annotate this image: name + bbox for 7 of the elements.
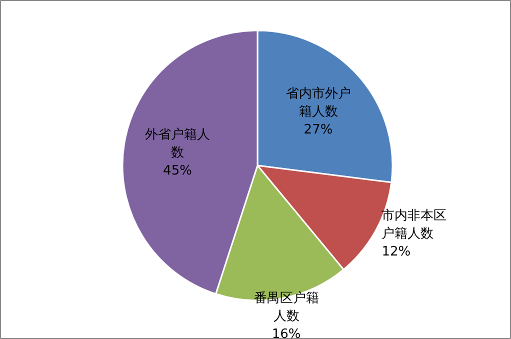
data-label: 45%	[163, 163, 192, 178]
slice-label: 市内非本区户籍人数	[382, 208, 447, 242]
data-label: 16%	[272, 327, 301, 339]
slice-label: 省内市外户籍人数	[286, 86, 351, 120]
slice-label: 外省户籍人数	[144, 127, 210, 160]
data-label: 12%	[382, 244, 411, 260]
data-label: 27%	[304, 122, 333, 138]
